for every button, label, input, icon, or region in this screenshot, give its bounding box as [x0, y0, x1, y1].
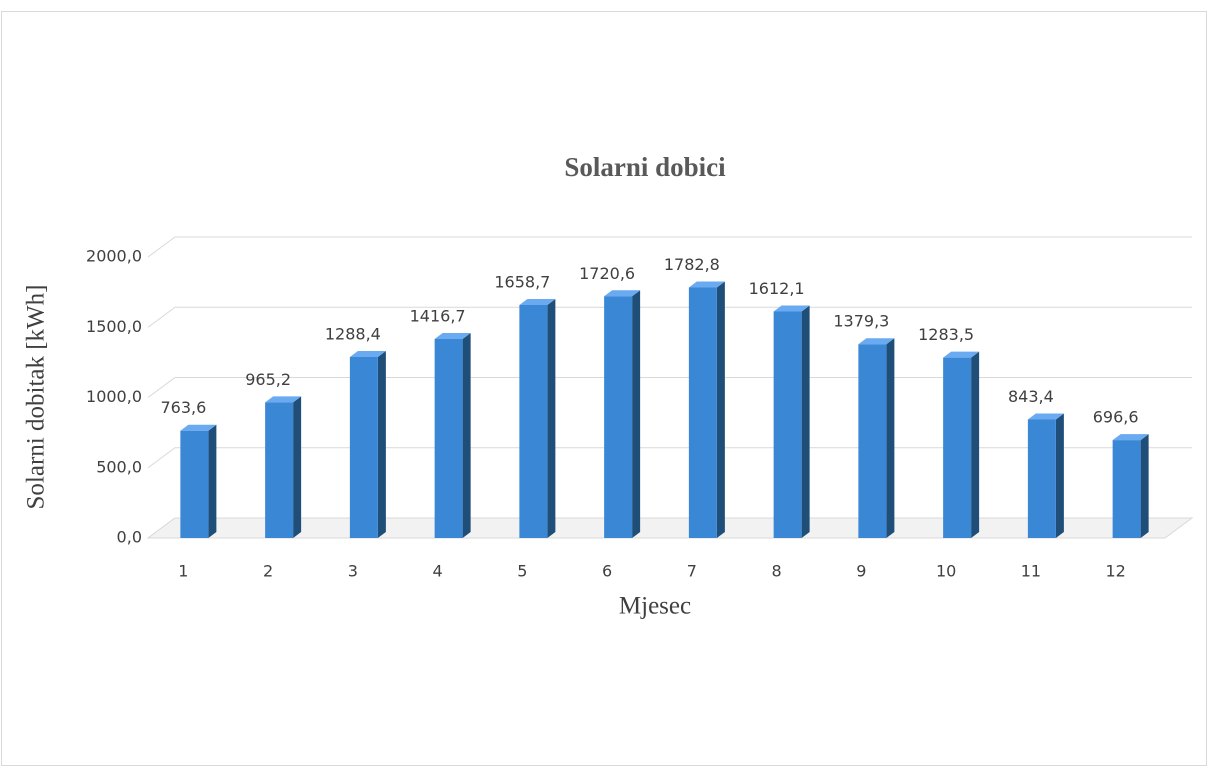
bar: [265, 396, 302, 538]
value-label: 763,6: [160, 398, 206, 417]
value-label: 1283,5: [918, 325, 974, 344]
bar: [349, 350, 386, 538]
chart-border: [1, 11, 1207, 766]
x-tick-label: 8: [772, 562, 782, 581]
value-label: 1782,8: [664, 255, 720, 274]
bar: [519, 298, 556, 538]
x-tick-label: 4: [433, 562, 443, 581]
x-tick-label: 5: [517, 562, 527, 581]
chart-title: Solarni dobici: [564, 152, 726, 182]
floor: [146, 517, 1194, 539]
bar: [434, 332, 471, 538]
grid-line: [147, 377, 1192, 398]
value-label: 1612,1: [749, 279, 805, 298]
value-label: 1416,7: [410, 306, 466, 325]
x-tick-label: 2: [263, 562, 273, 581]
y-tick-label: 1000,0: [86, 387, 142, 406]
bar: [604, 290, 641, 538]
y-tick-label: 1500,0: [86, 317, 142, 336]
y-axis-label: Solarni dobitak [kWh]: [23, 285, 50, 510]
value-label: 965,2: [245, 370, 291, 389]
bar: [688, 281, 725, 538]
value-label: 1288,4: [325, 324, 381, 343]
value-label: 843,4: [1008, 387, 1054, 406]
grid-line: [147, 447, 1192, 469]
value-label: 1379,3: [833, 312, 889, 331]
x-tick-label: 9: [856, 562, 866, 581]
bar: [773, 305, 810, 538]
bar: [858, 338, 895, 538]
bar: [180, 424, 217, 538]
y-tick-label: 500,0: [96, 457, 142, 476]
value-label: 1720,6: [579, 264, 635, 283]
x-axis-label: Mjesec: [619, 593, 691, 620]
y-tick-label: 2000,0: [86, 247, 142, 266]
x-tick-label: 11: [1021, 562, 1041, 581]
x-tick-label: 1: [178, 562, 188, 581]
grid-line: [147, 236, 1192, 258]
value-label: 1658,7: [494, 272, 550, 291]
x-tick-label: 10: [936, 562, 956, 581]
x-tick-label: 3: [348, 562, 358, 581]
value-label: 696,6: [1093, 408, 1139, 427]
x-tick-label: 6: [602, 562, 612, 581]
y-tick-label: 0,0: [117, 528, 142, 547]
bar: [1112, 434, 1149, 538]
x-tick-label: 12: [1105, 562, 1125, 581]
grid-line: [147, 306, 1192, 328]
x-tick-label: 7: [687, 562, 697, 581]
bar: [1027, 413, 1064, 538]
bar: [943, 351, 980, 538]
